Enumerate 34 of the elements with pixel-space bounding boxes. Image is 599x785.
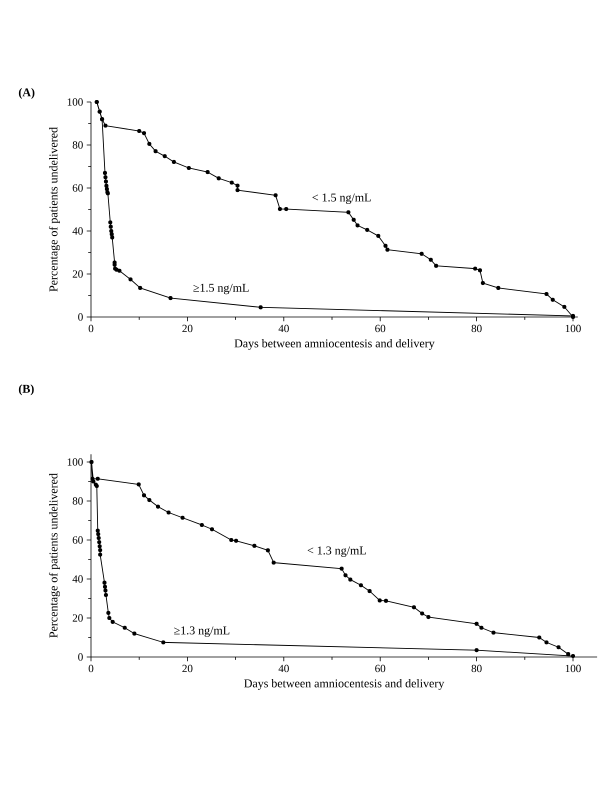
y-tick-label: 80 — [72, 141, 83, 149]
y-tick-label: 60 — [72, 536, 83, 544]
y-tick-label: 100 — [68, 458, 83, 466]
y-tick-label: 80 — [72, 497, 83, 505]
x-axis-title: Days between amniocentesis and delivery — [244, 679, 444, 690]
chart-title: (A) — [18, 88, 34, 99]
x-tick-label: 60 — [375, 324, 386, 332]
x-tick-label: 0 — [88, 324, 94, 332]
y-tick-label: 40 — [72, 227, 83, 235]
x-tick-label: 80 — [472, 664, 482, 672]
y-axis-title: Percentage of patients undelivered — [48, 127, 60, 292]
y-tick-label: 100 — [68, 98, 83, 106]
series-label: ≥1.3 ng/mL — [174, 626, 230, 637]
series-label: ≥1.5 ng/mL — [193, 284, 249, 294]
series-label: < 1.5 ng/mL — [312, 194, 371, 204]
y-tick-label: 20 — [72, 270, 83, 278]
x-tick-label: 80 — [472, 324, 482, 332]
series-label: < 1.3 ng/mL — [308, 546, 366, 557]
y-tick-label: 20 — [72, 614, 83, 622]
x-tick-label: 100 — [566, 664, 581, 672]
x-tick-label: 60 — [375, 664, 386, 672]
y-tick-label: 60 — [72, 184, 83, 192]
y-axis-title: Percentage of patients undelivered — [48, 473, 60, 638]
y-tick-label: 40 — [72, 575, 83, 583]
x-tick-label: 40 — [278, 324, 289, 332]
x-tick-label: 40 — [278, 664, 289, 672]
x-axis-title: Days between amniocentesis and delivery — [234, 339, 435, 350]
x-tick-label: 0 — [88, 664, 94, 672]
y-tick-label: 0 — [78, 653, 83, 661]
x-tick-label: 100 — [566, 324, 581, 332]
y-tick-label: 0 — [78, 313, 83, 321]
chart-title: (B) — [18, 384, 34, 396]
x-tick-label: 20 — [182, 324, 192, 332]
x-tick-label: 20 — [182, 664, 192, 672]
